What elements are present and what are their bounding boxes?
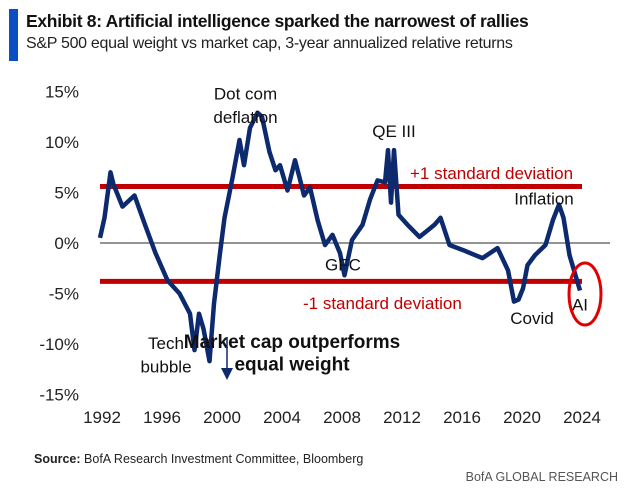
annotation-label: Inflation bbox=[514, 190, 574, 209]
source-note: Source: BofA Research Investment Committ… bbox=[34, 452, 363, 466]
y-tick-label: 0% bbox=[54, 234, 79, 253]
chart-subtitle: S&P 500 equal weight vs market cap, 3-ye… bbox=[26, 35, 513, 52]
ai-highlight-circle bbox=[567, 261, 603, 327]
x-tick-label: 2016 bbox=[443, 408, 481, 427]
y-tick-label: -10% bbox=[39, 335, 79, 354]
x-tick-label: 2004 bbox=[263, 408, 301, 427]
annotation-label: Market cap outperforms bbox=[184, 332, 400, 353]
x-tick-label: 1996 bbox=[143, 408, 181, 427]
x-tick-label: 1992 bbox=[83, 408, 121, 427]
title-accent-bar bbox=[9, 9, 18, 61]
annotation-label: Tech bbox=[148, 334, 184, 353]
y-tick-label: -15% bbox=[39, 386, 79, 405]
annotation-label: Dot com bbox=[214, 85, 277, 104]
x-tick-label: 2012 bbox=[383, 408, 421, 427]
chart-title: Exhibit 8: Artificial intelligence spark… bbox=[26, 11, 529, 31]
down-arrow-icon bbox=[221, 368, 233, 380]
annotation-label: Covid bbox=[510, 309, 553, 328]
y-tick-label: -5% bbox=[49, 285, 79, 304]
x-tick-label: 2020 bbox=[503, 408, 541, 427]
annotation-label: AI bbox=[572, 296, 588, 315]
annotation-label: deflation bbox=[213, 108, 277, 127]
annotation-label: QE III bbox=[372, 122, 415, 141]
brand-footer: BofA GLOBAL RESEARCH bbox=[465, 470, 618, 484]
annotation-label: GFC bbox=[325, 255, 361, 274]
source-text: BofA Research Investment Committee, Bloo… bbox=[84, 452, 364, 466]
series-line bbox=[97, 110, 583, 364]
y-tick-label: 10% bbox=[45, 133, 79, 152]
x-tick-label: 2008 bbox=[323, 408, 361, 427]
x-tick-label: 2000 bbox=[203, 408, 241, 427]
y-tick-label: 5% bbox=[54, 184, 79, 203]
x-tick-label: 2024 bbox=[563, 408, 601, 427]
annotation-label: equal weight bbox=[234, 354, 350, 375]
annotation-label: bubble bbox=[140, 357, 191, 376]
y-tick-label: 15% bbox=[45, 83, 79, 102]
minus-1-std-label: -1 standard deviation bbox=[303, 294, 462, 313]
plus-1-std-label: +1 standard deviation bbox=[410, 164, 573, 183]
source-label: Source: bbox=[34, 452, 81, 466]
